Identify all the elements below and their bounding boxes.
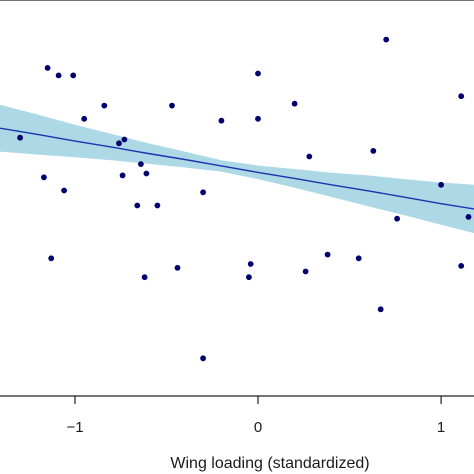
data-point <box>44 65 51 71</box>
data-point <box>134 202 141 209</box>
fit-line-layer <box>0 127 474 210</box>
data-point <box>81 115 88 122</box>
data-point <box>377 306 384 313</box>
data-point <box>458 263 465 269</box>
data-point <box>394 215 400 222</box>
data-point <box>255 115 261 122</box>
data-point <box>143 170 150 177</box>
data-point <box>324 251 331 258</box>
data-point <box>291 100 298 107</box>
data-point <box>138 161 144 168</box>
data-point <box>355 255 362 262</box>
data-point <box>70 72 77 79</box>
data-point <box>200 355 207 362</box>
x-tick-label: −1 <box>66 419 83 436</box>
data-point <box>246 274 252 281</box>
data-point <box>119 172 126 179</box>
data-point <box>218 117 225 124</box>
data-point <box>383 36 390 43</box>
data-point <box>458 93 465 100</box>
data-point <box>101 102 108 109</box>
x-tick-label: 1 <box>437 419 445 436</box>
regression-line <box>0 127 474 210</box>
data-point <box>17 134 23 141</box>
data-point <box>370 148 377 154</box>
data-point <box>174 264 181 271</box>
data-point <box>41 174 47 181</box>
data-point <box>255 70 261 77</box>
data-points-layer <box>17 36 472 362</box>
data-point <box>438 181 444 188</box>
x-axis-label: Wing loading (standardized) <box>170 455 369 472</box>
data-point <box>55 72 62 79</box>
data-point <box>121 136 128 143</box>
data-point <box>154 202 161 209</box>
data-point <box>302 268 309 275</box>
data-point <box>169 102 175 109</box>
data-point <box>200 189 207 196</box>
axes-layer: −1 0 1 <box>0 0 474 436</box>
data-point <box>247 261 254 267</box>
data-point <box>465 214 472 220</box>
x-tick-label: 0 <box>254 419 262 436</box>
data-point <box>116 140 122 147</box>
data-point <box>141 274 148 281</box>
data-point <box>306 153 313 160</box>
data-point <box>48 255 55 262</box>
data-point <box>61 187 67 194</box>
